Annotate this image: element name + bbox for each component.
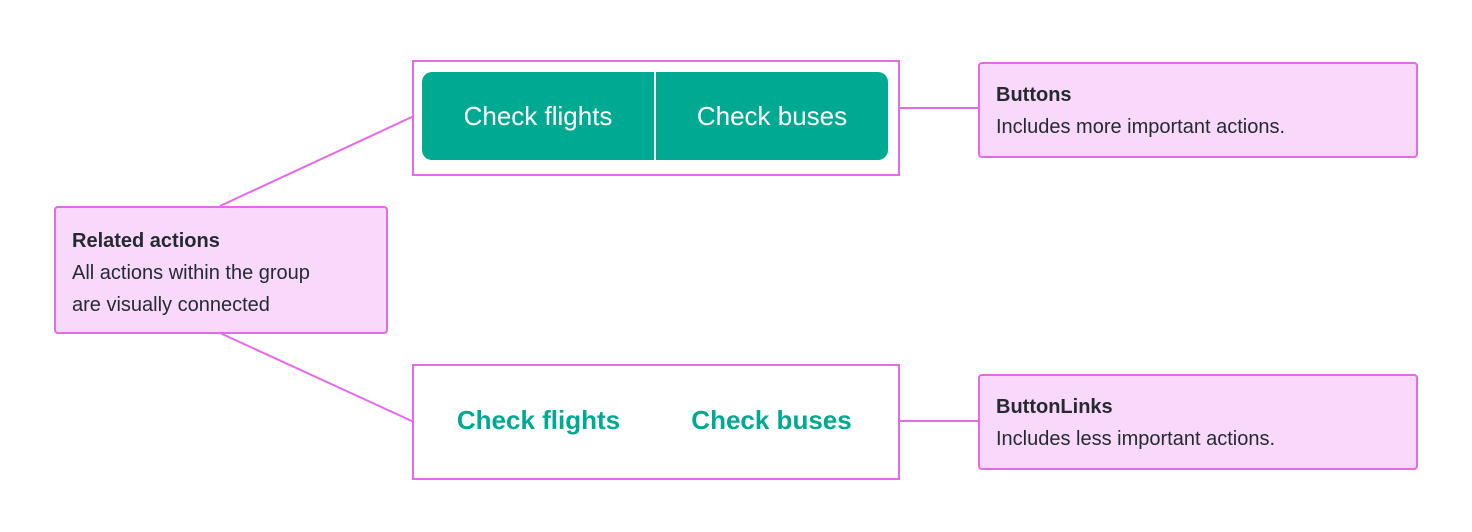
related-actions-line-1: All actions within the group <box>72 262 310 284</box>
button-links-example-frame: Check flights Check buses <box>412 364 900 480</box>
button-links-note-text: Includes less important actions. <box>996 428 1276 450</box>
connector-related-to-button-links <box>219 332 415 423</box>
related-actions-title: Related actions <box>72 230 220 252</box>
button-group: Check flights Check buses <box>422 72 888 160</box>
related-actions-note: Related actions All actions within the g… <box>54 206 388 334</box>
check-buses-button-link[interactable]: Check buses <box>691 404 852 435</box>
check-buses-button[interactable]: Check buses <box>696 100 848 131</box>
check-flights-button-link[interactable]: Check flights <box>456 404 621 435</box>
button-links-note-title: ButtonLinks <box>996 396 1113 418</box>
button-links-note: ButtonLinks Includes less important acti… <box>978 374 1418 470</box>
button-divider <box>654 72 656 160</box>
buttons-note-text: Includes more important actions. <box>996 116 1286 138</box>
connector-related-to-buttons <box>219 115 415 207</box>
button-link-group: Check flights Check buses <box>422 376 888 464</box>
buttons-note: Buttons Includes more important actions. <box>978 62 1418 158</box>
buttons-note-title: Buttons <box>996 84 1072 106</box>
buttons-example-frame: Check flights Check buses <box>412 60 900 176</box>
related-actions-line-2: are visually connected <box>72 294 270 316</box>
check-flights-button[interactable]: Check flights <box>463 100 613 131</box>
